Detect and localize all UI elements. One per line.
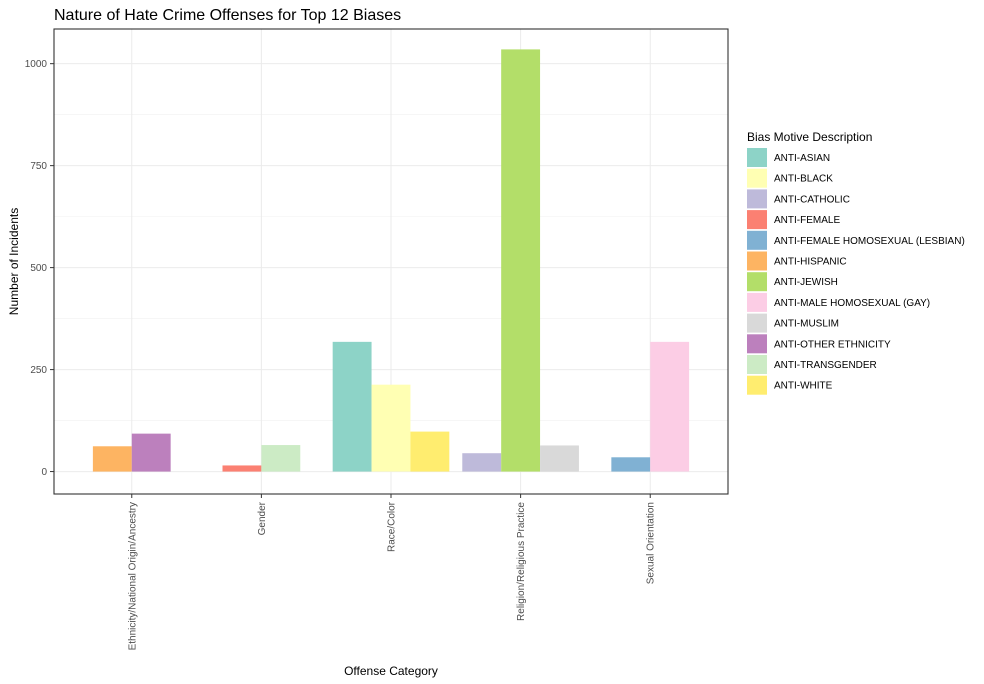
legend-label: ANTI-OTHER ETHNICITY bbox=[774, 339, 891, 350]
legend-key bbox=[747, 313, 767, 333]
legend-key bbox=[747, 210, 767, 230]
y-tick-label: 250 bbox=[30, 365, 47, 376]
legend-key bbox=[747, 251, 767, 271]
legend-label: ANTI-FEMALE HOMOSEXUAL (LESBIAN) bbox=[774, 236, 965, 247]
y-tick-label: 1000 bbox=[25, 59, 48, 70]
bar bbox=[501, 49, 541, 472]
legend-label: ANTI-ASIAN bbox=[774, 153, 830, 164]
bar bbox=[371, 384, 411, 472]
y-axis-title: Number of Incidents bbox=[7, 208, 21, 315]
legend-key bbox=[747, 272, 767, 292]
x-axis-title: Offense Category bbox=[344, 664, 438, 678]
legend-label: ANTI-WHITE bbox=[774, 381, 833, 392]
bars bbox=[92, 49, 690, 472]
legend: Bias Motive Description ANTI-ASIAN ANTI-B… bbox=[747, 130, 965, 395]
panel-border bbox=[53, 28, 729, 495]
x-tick-label: Ethnicity/National Origin/Ancestry bbox=[127, 502, 138, 650]
bar bbox=[650, 341, 690, 472]
bar bbox=[540, 445, 579, 472]
legend-key bbox=[747, 292, 767, 312]
x-tick-label: Race/Color bbox=[387, 501, 398, 552]
legend-label: ANTI-BLACK bbox=[774, 174, 833, 185]
y-axis: 0 250 500 750 1000 bbox=[25, 59, 54, 478]
legend-label: ANTI-TRANSGENDER bbox=[774, 360, 877, 371]
x-axis: Ethnicity/National Origin/Ancestry Gender… bbox=[127, 494, 657, 650]
x-tick-label: Gender bbox=[257, 501, 268, 535]
legend-key bbox=[747, 355, 767, 374]
legend-label: ANTI-HISPANIC bbox=[774, 257, 847, 268]
legend-label: ANTI-MUSLIM bbox=[774, 319, 839, 330]
y-tick-label: 0 bbox=[41, 467, 47, 478]
y-tick-label: 750 bbox=[30, 161, 47, 172]
legend-title: Bias Motive Description bbox=[747, 130, 872, 144]
bar bbox=[222, 465, 262, 472]
legend-label: ANTI-MALE HOMOSEXUAL (GAY) bbox=[774, 298, 930, 309]
legend-key bbox=[747, 230, 767, 250]
legend-label: ANTI-CATHOLIC bbox=[774, 194, 850, 205]
bar bbox=[261, 445, 301, 472]
legend-key bbox=[747, 189, 767, 209]
bar bbox=[92, 446, 132, 472]
legend-label: ANTI-FEMALE bbox=[774, 215, 840, 226]
bar bbox=[410, 431, 450, 472]
bar bbox=[131, 433, 171, 472]
x-tick-label: Religion/Religious Practice bbox=[516, 502, 527, 621]
x-tick-label: Sexual Orientation bbox=[646, 502, 657, 584]
legend-key bbox=[747, 168, 767, 188]
bar bbox=[611, 457, 651, 472]
y-tick-label: 500 bbox=[30, 263, 47, 274]
chart-title: Nature of Hate Crime Offenses for Top 12… bbox=[54, 7, 401, 24]
legend-key bbox=[747, 148, 767, 167]
bar bbox=[462, 453, 502, 472]
bar bbox=[332, 341, 372, 472]
legend-label: ANTI-JEWISH bbox=[774, 277, 838, 288]
legend-key bbox=[747, 334, 767, 354]
legend-key bbox=[747, 375, 767, 395]
